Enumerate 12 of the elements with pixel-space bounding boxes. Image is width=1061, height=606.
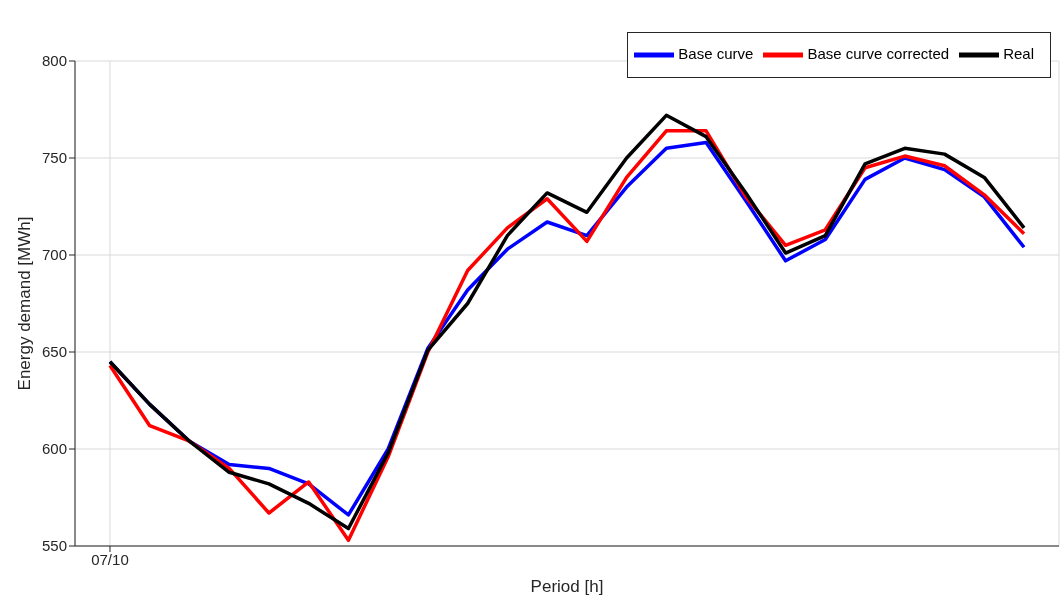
x-axis-title: Period [h]: [530, 577, 604, 596]
y-tick-label: 650: [41, 343, 67, 361]
x-tick-label: 07/10: [91, 550, 129, 568]
legend-label: Base curve: [678, 44, 754, 62]
y-tick-label: 600: [41, 440, 67, 458]
y-tick-label: 700: [41, 246, 67, 264]
legend-label: Real: [1003, 44, 1034, 62]
y-tick-label: 800: [41, 52, 67, 70]
y-tick-label: 550: [41, 537, 67, 555]
legend-label: Base curve corrected: [807, 44, 950, 62]
y-tick-label: 750: [41, 149, 67, 167]
y-axis-title: Energy demand [MWh]: [15, 216, 35, 391]
